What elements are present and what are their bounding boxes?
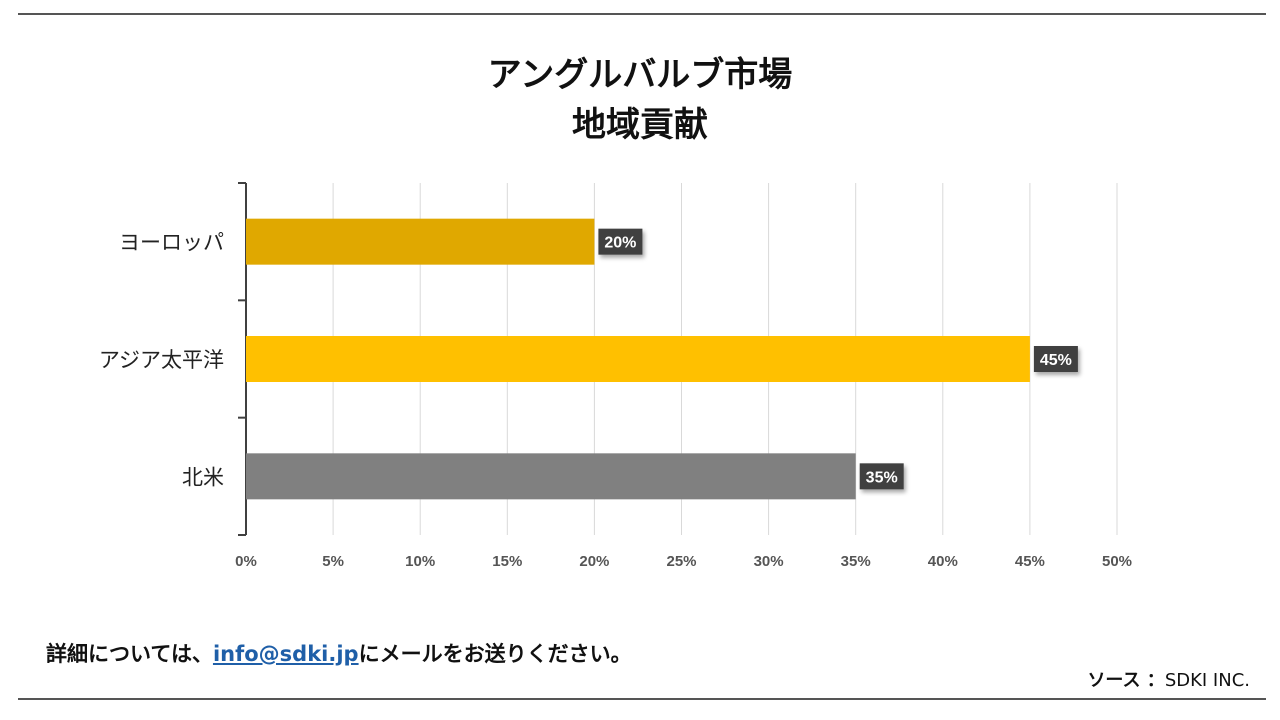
contact-note: 詳細については、info@sdki.jpにメールをお送りください。 — [46, 638, 632, 668]
category-label: アジア太平洋 — [99, 348, 224, 372]
bar-chart: ヨーロッパ 20% アジア太平洋 45% 北米 35% 0% 5% 10% 15% 20% 25% 30… — [99, 182, 1132, 570]
bar-1 — [246, 218, 595, 265]
x-tick-label: 25% — [666, 553, 696, 570]
source-credit: ソース ：SDKI INC. — [1087, 666, 1250, 692]
data-label: 35% — [866, 469, 898, 486]
data-label-box — [859, 463, 904, 490]
x-tick-label: 10% — [405, 553, 435, 570]
source-value: SDKI INC. — [1164, 670, 1250, 691]
x-tick-label: 15% — [492, 553, 522, 570]
x-tick-label: 5% — [322, 553, 344, 570]
contact-note-suffix: にメールをお送りください。 — [358, 642, 632, 666]
category-label: ヨーロッパ — [119, 231, 224, 255]
contact-email-link[interactable]: info@sdki.jp — [212, 642, 359, 666]
x-tick-label: 20% — [579, 553, 609, 570]
x-tick-label: 35% — [841, 553, 871, 570]
chart-title: アングルバルブ市場 地域貢献 — [0, 50, 1280, 150]
chart-title-line2: 地域貢献 — [572, 105, 708, 145]
data-label: 20% — [604, 235, 636, 252]
contact-note-prefix: 詳細については、 — [46, 642, 213, 666]
bar-2 — [246, 336, 1030, 382]
bottom-rule — [18, 698, 1266, 700]
x-tick-label: 40% — [928, 553, 958, 570]
data-label-box — [598, 228, 643, 255]
category-label: 北米 — [182, 465, 224, 489]
chart-title-line1: アングルバルブ市場 — [487, 55, 793, 95]
data-label-box — [1033, 346, 1078, 372]
bar-3 — [246, 453, 856, 500]
top-rule — [18, 13, 1266, 15]
data-label: 45% — [1040, 352, 1072, 369]
source-label: ソース ： — [1087, 670, 1165, 691]
x-tick-label: 30% — [754, 553, 784, 570]
x-tick-label: 45% — [1015, 553, 1045, 570]
x-tick-label: 50% — [1102, 553, 1132, 570]
x-tick-label: 0% — [235, 553, 257, 570]
